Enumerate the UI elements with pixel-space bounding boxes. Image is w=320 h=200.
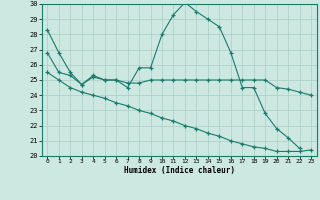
X-axis label: Humidex (Indice chaleur): Humidex (Indice chaleur) [124, 166, 235, 175]
